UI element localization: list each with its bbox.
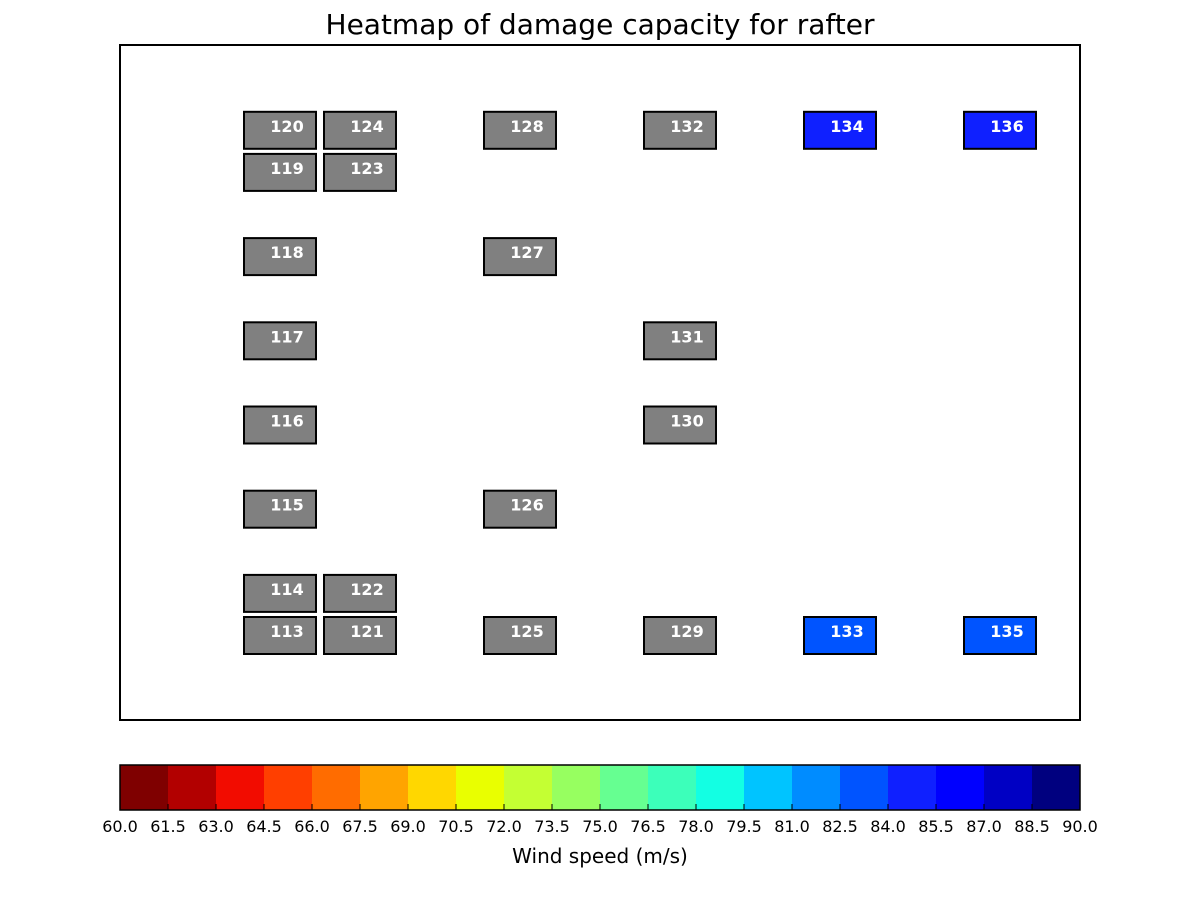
- cell-label: 122: [350, 580, 383, 599]
- heatmap-cell: [243, 573, 317, 613]
- cell-label: 116: [270, 412, 303, 431]
- colorbar-tick-label: 69.0: [390, 817, 426, 836]
- colorbar-tick-label: 76.5: [630, 817, 666, 836]
- cell-label: 115: [270, 496, 303, 515]
- cell-label: 124: [350, 117, 383, 136]
- cell-label: 113: [270, 622, 303, 641]
- colorbar-tick-label: 72.0: [486, 817, 522, 836]
- cell-label: 130: [670, 412, 703, 431]
- colorbar-segment: [120, 765, 169, 810]
- heatmap-cell: [483, 616, 557, 655]
- colorbar-tick-label: 90.0: [1062, 817, 1098, 836]
- cell-label: 114: [270, 580, 303, 599]
- colorbar-segment: [888, 765, 937, 810]
- colorbar-segment: [936, 765, 985, 810]
- colorbar-segment: [264, 765, 313, 810]
- heatmap-cell: [243, 110, 317, 150]
- colorbar-segment: [744, 765, 793, 810]
- heatmap-cell: [323, 573, 397, 613]
- heatmap-cell: [243, 405, 317, 445]
- cell-label: 126: [510, 496, 543, 515]
- heatmap-cell: [243, 616, 317, 655]
- colorbar-segment: [360, 765, 409, 810]
- cell-label: 117: [270, 327, 303, 346]
- colorbar-segment: [504, 765, 553, 810]
- colorbar-tick-label: 75.0: [582, 817, 618, 836]
- colorbar-tick-label: 67.5: [342, 817, 378, 836]
- heatmap-cell: [483, 110, 557, 150]
- heatmap-cell: [643, 110, 717, 150]
- cell-label: 125: [510, 622, 543, 641]
- heatmap-cell: [483, 237, 557, 277]
- heatmap-cell: [243, 321, 317, 361]
- colorbar-segment: [168, 765, 217, 810]
- colorbar-segment: [984, 765, 1033, 810]
- heatmap-cell: [323, 616, 397, 655]
- heatmap-cell: [243, 489, 317, 529]
- cell-label: 123: [350, 159, 383, 178]
- colorbar-segment: [648, 765, 697, 810]
- cell-label: 131: [670, 327, 703, 346]
- colorbar-tick-label: 64.5: [246, 817, 282, 836]
- heatmap-cell: [643, 616, 717, 655]
- colorbar-tick-label: 87.0: [966, 817, 1002, 836]
- colorbar-tick-label: 70.5: [438, 817, 474, 836]
- colorbar-tick-label: 66.0: [294, 817, 330, 836]
- colorbar-tick-label: 73.5: [534, 817, 570, 836]
- cell-label: 132: [670, 117, 703, 136]
- colorbar-tick-label: 78.0: [678, 817, 714, 836]
- cell-label: 134: [830, 117, 863, 136]
- heatmap-cell: [643, 321, 717, 361]
- colorbar-segment: [552, 765, 601, 810]
- colorbar-segment: [840, 765, 889, 810]
- cell-label: 136: [990, 117, 1023, 136]
- colorbar-segment: [1032, 765, 1081, 810]
- cell-label: 119: [270, 159, 303, 178]
- colorbar-segment: [600, 765, 649, 810]
- chart-title: Heatmap of damage capacity for rafter: [325, 8, 875, 41]
- cell-label: 127: [510, 243, 543, 262]
- colorbar-segment: [696, 765, 745, 810]
- cell-label: 133: [830, 622, 863, 641]
- heatmap-cell: [483, 489, 557, 529]
- cell-label: 129: [670, 622, 703, 641]
- colorbar-segment: [792, 765, 841, 810]
- heatmap-cell: [643, 405, 717, 445]
- heatmap-cell: [963, 616, 1037, 655]
- colorbar-segment: [312, 765, 361, 810]
- cell-label: 121: [350, 622, 383, 641]
- heatmap-cell: [803, 616, 877, 655]
- heatmap-cell: [803, 110, 877, 150]
- colorbar-tick-label: 85.5: [918, 817, 954, 836]
- colorbar-segment: [456, 765, 505, 810]
- cell-label: 128: [510, 117, 543, 136]
- cell-label: 120: [270, 117, 303, 136]
- colorbar-segment: [216, 765, 265, 810]
- heatmap-cell: [243, 237, 317, 277]
- colorbar-tick-label: 84.0: [870, 817, 906, 836]
- colorbar-segment: [408, 765, 457, 810]
- cell-label: 118: [270, 243, 303, 262]
- heatmap-cell: [323, 152, 397, 192]
- colorbar-tick-label: 79.5: [726, 817, 762, 836]
- cell-label: 135: [990, 622, 1023, 641]
- colorbar-tick-label: 60.0: [102, 817, 138, 836]
- colorbar-tick-label: 82.5: [822, 817, 858, 836]
- colorbar-tick-label: 81.0: [774, 817, 810, 836]
- heatmap-cell: [323, 110, 397, 150]
- heatmap-cell: [243, 152, 317, 192]
- colorbar-tick-label: 88.5: [1014, 817, 1050, 836]
- colorbar-label: Wind speed (m/s): [512, 844, 688, 868]
- colorbar-tick-label: 61.5: [150, 817, 186, 836]
- heatmap-cell: [963, 110, 1037, 150]
- colorbar-tick-label: 63.0: [198, 817, 234, 836]
